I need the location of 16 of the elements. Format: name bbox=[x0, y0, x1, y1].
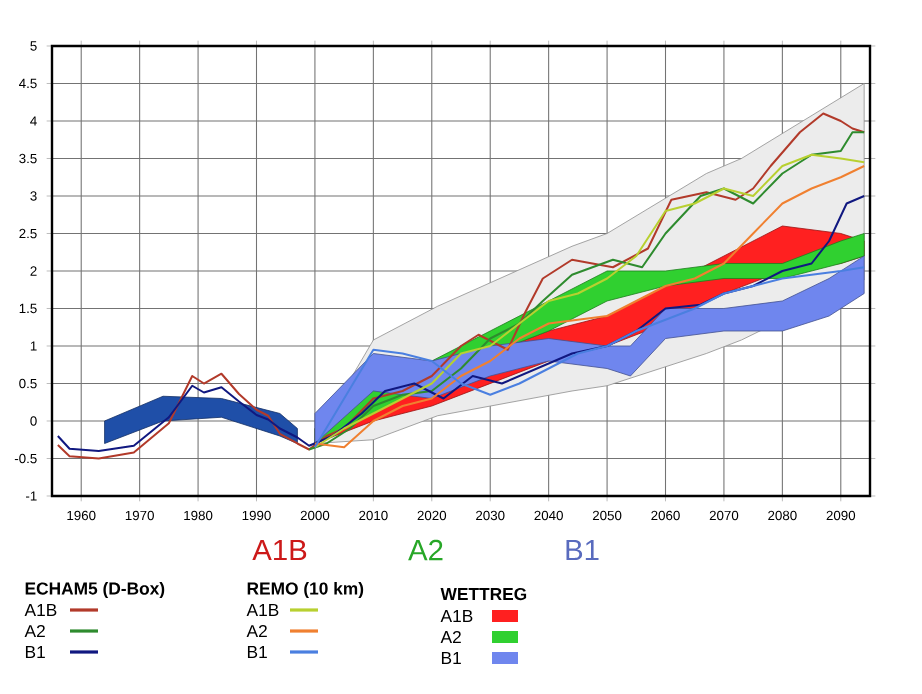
text: WETTREG bbox=[440, 587, 527, 601]
legend-label: A1B bbox=[24, 604, 57, 616]
text: REMO (10 km) bbox=[247, 581, 364, 599]
legend-label: A1B bbox=[246, 604, 279, 616]
legend-label: B1 bbox=[247, 646, 267, 658]
text: A1B bbox=[252, 539, 307, 561]
legend-label: A2 bbox=[24, 624, 45, 638]
text: A2 bbox=[408, 539, 443, 561]
legend-label: A1B bbox=[440, 610, 473, 622]
text: B1 bbox=[566, 539, 599, 561]
legend-label: B1 bbox=[25, 646, 45, 658]
legend-label: B1 bbox=[441, 652, 461, 664]
text: ECHAM5 (D-Box) bbox=[25, 581, 165, 599]
legend-label: A2 bbox=[440, 630, 461, 644]
line-series bbox=[56, 112, 866, 460]
legend-label: A2 bbox=[246, 624, 267, 638]
